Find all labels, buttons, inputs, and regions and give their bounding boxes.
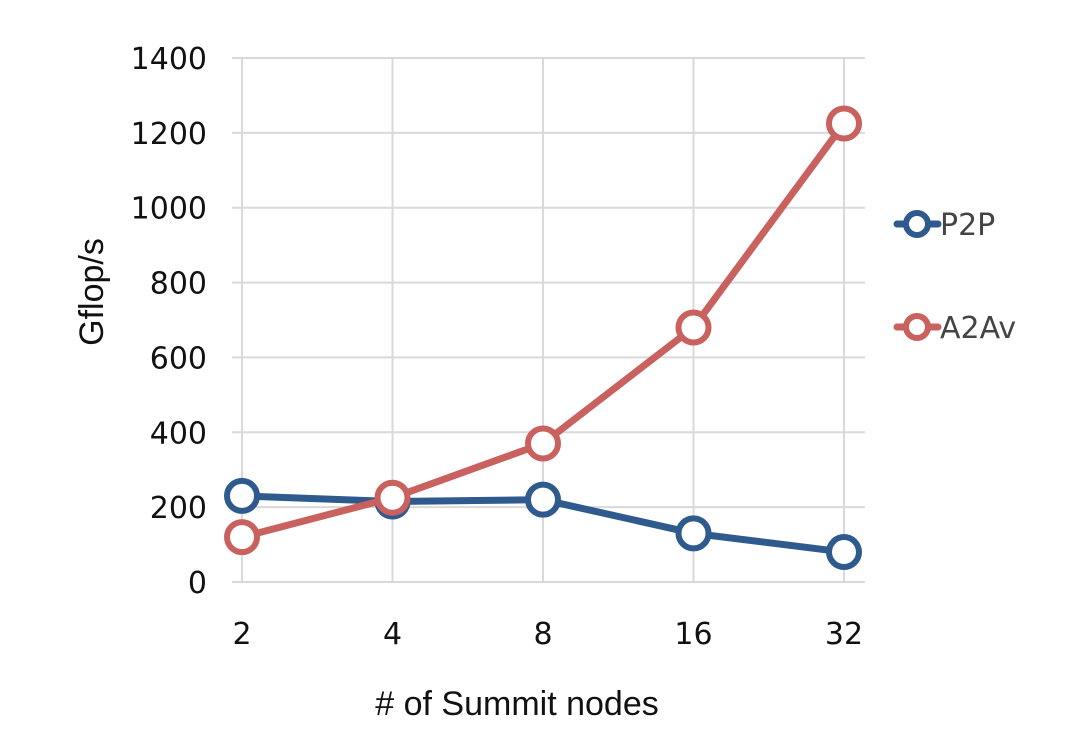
y-tick-label: 200 [150,491,207,526]
y-tick-label: 1000 [131,192,207,227]
data-point-p2p [224,477,260,514]
x-axis-title: # of Summit nodes [375,685,658,723]
x-tick-label: 8 [533,617,552,652]
x-tick-label: 32 [825,617,863,652]
y-tick-label: 0 [188,566,207,601]
legend-marker-p2p [903,210,931,238]
data-point-a2av [525,425,561,462]
y-tick-label: 800 [150,267,207,302]
data-point-p2p [826,534,862,571]
y-tick-label: 400 [150,416,207,451]
x-tick-label: 4 [383,617,402,652]
series-layer [224,105,862,571]
y-axis-title: Gflop/s [73,238,111,346]
y-axis-tick-labels: 0 200 400 600 800 1000 1200 1400 [131,42,207,601]
x-tick-label: 2 [232,617,251,652]
data-point-a2av [675,309,712,346]
data-point-p2p [525,481,561,518]
data-point-a2av [374,479,411,516]
legend-marker-a2av [903,313,931,341]
y-tick-label: 600 [150,341,207,376]
x-tick-label: 16 [674,617,712,652]
data-point-a2av [826,105,862,142]
legend-label-a2av: A2Av [940,311,1016,346]
data-point-p2p [675,515,712,552]
y-tick-label: 1400 [131,42,207,77]
legend-label-p2p: P2P [940,208,995,243]
legend: P2P A2Av [893,208,1016,346]
data-point-a2av [224,519,260,556]
x-axis-tick-labels: 2 4 8 16 32 [232,617,863,652]
y-tick-label: 1200 [131,117,207,152]
